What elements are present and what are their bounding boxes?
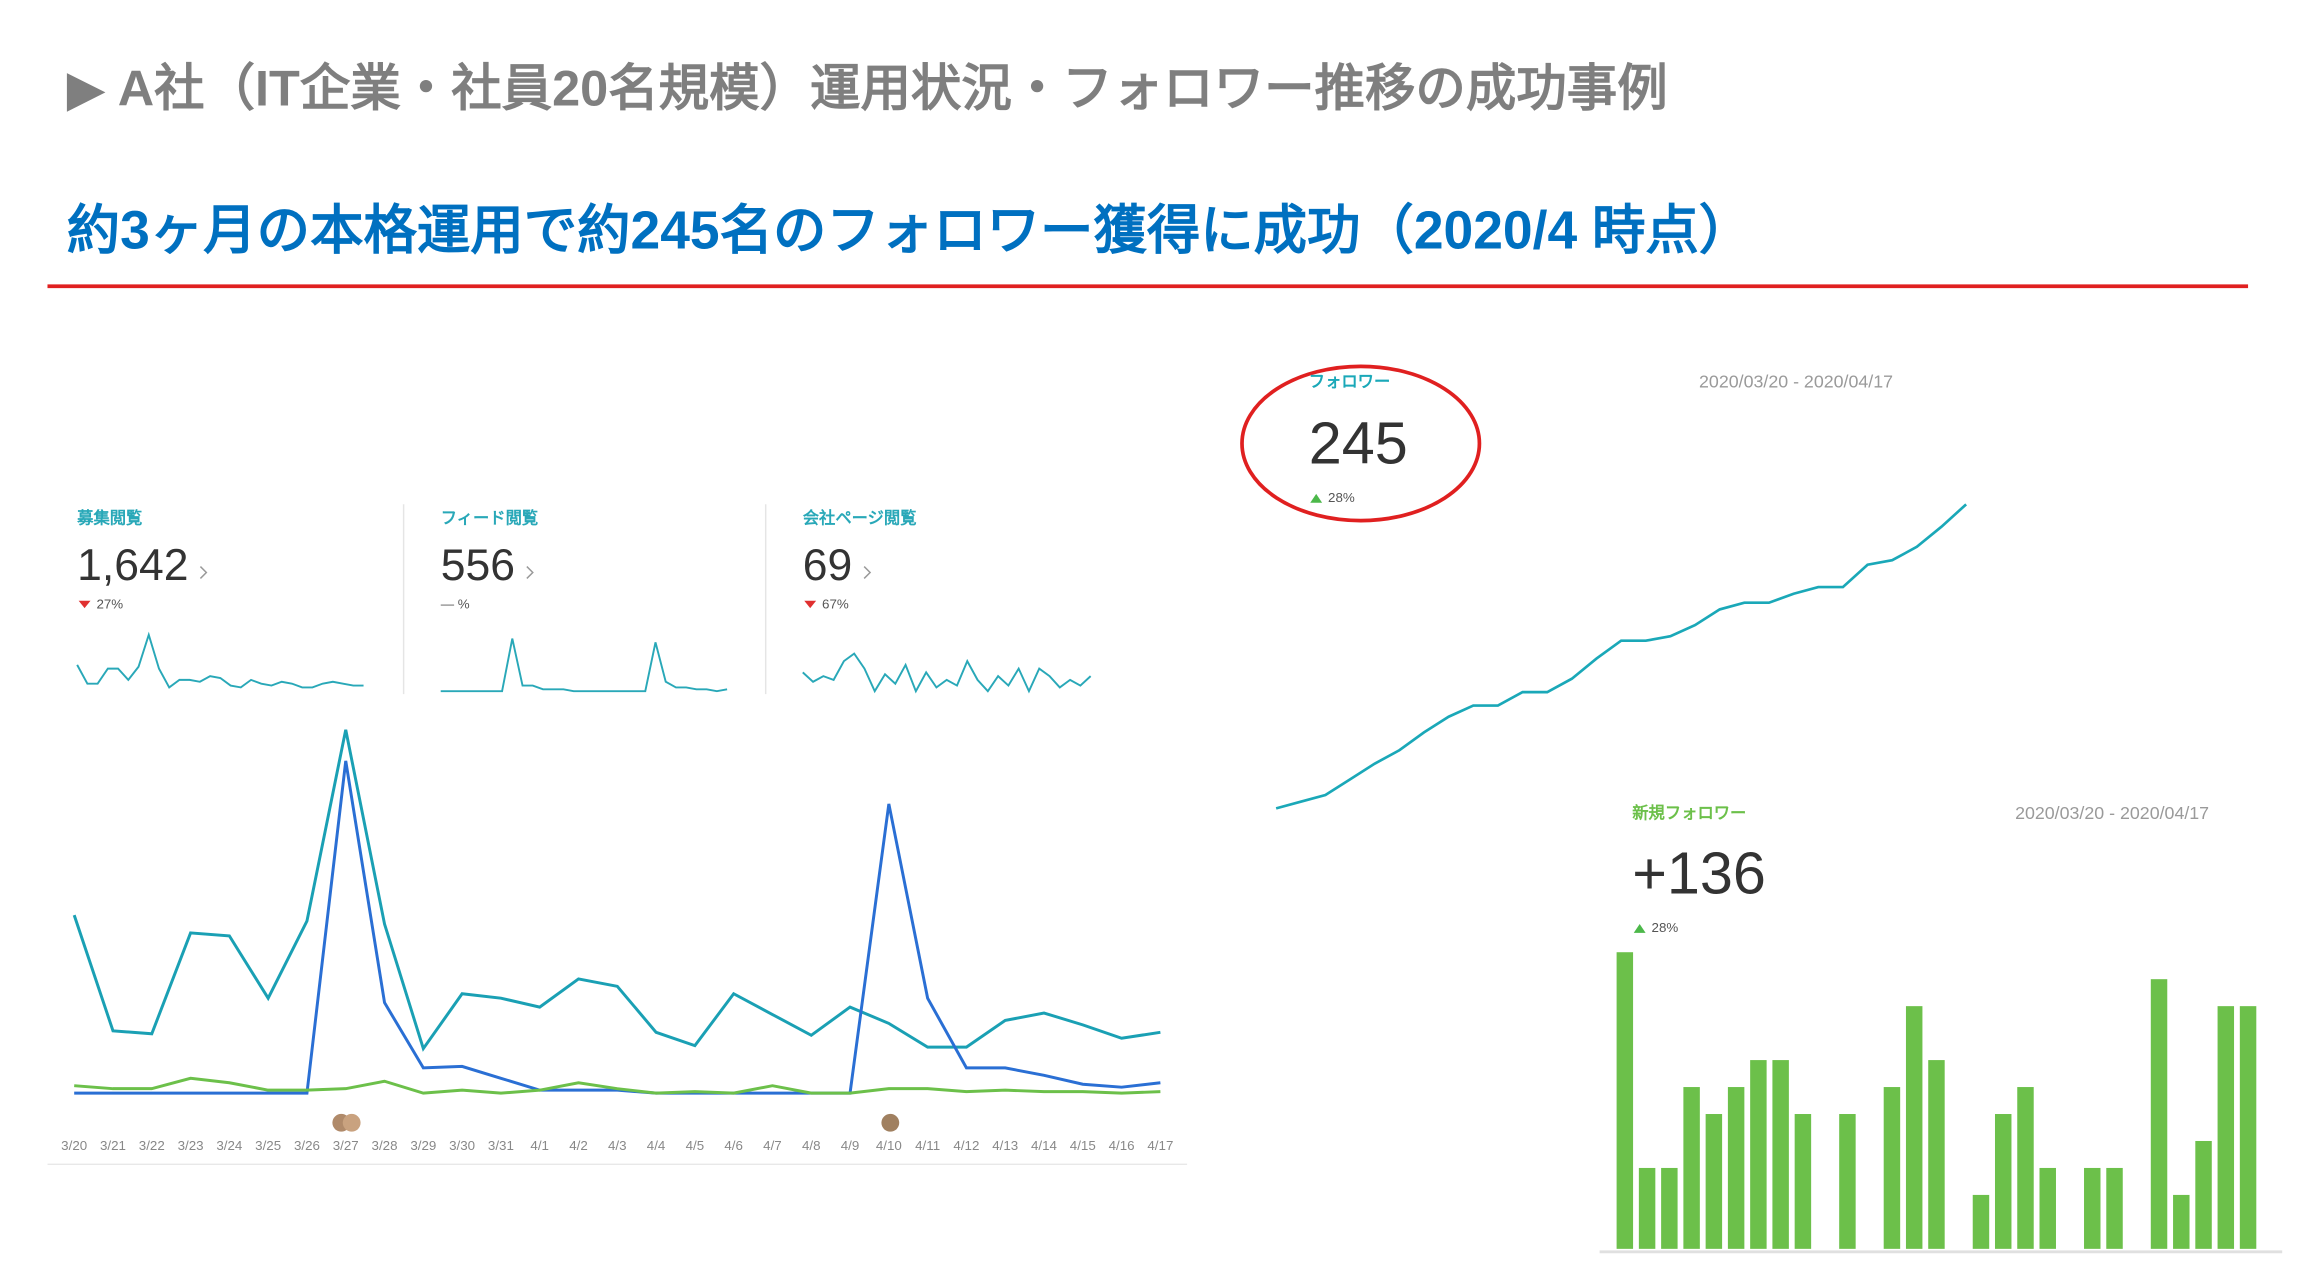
bar [2195,1140,2212,1249]
x-tick-label: 3/23 [178,1138,204,1153]
x-tick-label: 4/3 [608,1138,627,1153]
line [802,652,1092,694]
x-tick-label: 3/29 [410,1138,436,1153]
bar [2084,1167,2101,1249]
slide-title: ▶ A社（IT企業・社員20名規模）運用状況・フォロワー推移の成功事例 [67,59,1668,116]
x-tick-label: 4/10 [876,1138,902,1153]
change-percent: — % [441,597,470,612]
x-tick-label: 4/6 [724,1138,743,1153]
metric-value: 245 [1309,410,1408,477]
bar [2173,1194,2190,1249]
bar [1638,1167,1656,1249]
bar [1705,1114,1723,1249]
x-tick-label: 4/4 [647,1138,666,1153]
change-percent: 27% [96,597,123,612]
chevron [863,566,872,579]
bar [1994,1114,2012,1249]
x-tick-label: 3/28 [372,1138,398,1153]
bar [1928,1060,1945,1249]
bar [2039,1167,2056,1249]
trend-up [1310,493,1323,503]
metric-value: 556 [441,541,515,590]
line [440,638,728,693]
chevron [526,566,534,579]
bar [1839,1114,1856,1249]
date-range: 2020/03/20 - 2020/04/17 [2015,803,2209,823]
chevron [199,566,208,579]
highlight-circle [1240,364,1482,523]
x-tick-label: 4/9 [841,1138,860,1153]
card-title: フォロワー [1309,373,1391,391]
change-percent: 67% [822,597,849,612]
x-tick-label: 3/20 [61,1138,87,1153]
x-tick-label: 4/17 [1147,1138,1173,1153]
bar [2217,1006,2235,1249]
x-tick-label: 4/13 [992,1138,1018,1153]
x-tick-label: 3/27 [333,1138,359,1153]
line [74,1076,1161,1095]
x-tick-label: 4/1 [530,1138,549,1153]
bar [1905,1006,1923,1249]
bar [1750,1060,1767,1249]
x-tick-label: 3/21 [100,1138,126,1153]
card-title: 会社ページ閲覧 [803,508,917,527]
bar [1972,1194,1990,1249]
avatar [881,1113,900,1132]
bar [1616,952,1634,1249]
x-tick-label: 3/22 [139,1138,165,1153]
metric-value: +136 [1632,840,1766,907]
bar [1794,1114,1812,1249]
bar [2239,1006,2257,1249]
line [74,760,1161,1095]
bar [1772,1060,1789,1249]
bar [2150,979,2168,1249]
bar [2017,1087,2034,1249]
x-tick-label: 3/25 [255,1138,281,1153]
x-tick-label: 3/26 [294,1138,320,1153]
change-percent: 28% [1652,920,1679,935]
bar [1683,1087,1700,1249]
card-title: フィード閲覧 [441,508,538,527]
line [76,631,364,689]
line [1275,503,1968,810]
x-tick-label: 3/30 [449,1138,475,1153]
x-tick-label: 4/7 [763,1138,782,1153]
x-tick-label: 3/31 [488,1138,514,1153]
trend-down [804,600,817,609]
x-tick-label: 4/16 [1109,1138,1135,1153]
card-title: 募集閲覧 [76,508,142,527]
x-tick-label: 4/5 [686,1138,705,1153]
x-tick-label: 4/2 [569,1138,588,1153]
x-tick-label: 4/12 [953,1138,979,1153]
trend-up [1633,924,1646,933]
line [72,729,1161,1052]
bar [1661,1167,1678,1249]
headline: 約3ヶ月の本格運用で約245名のフォロワー獲得に成功（2020/4 時点） [67,200,1752,260]
x-tick-label: 4/8 [802,1138,821,1153]
date-range: 2020/03/20 - 2020/04/17 [1699,371,1893,391]
x-tick-label: 3/24 [216,1138,243,1153]
metric-value: 1,642 [77,541,188,590]
x-tick-label: 4/14 [1031,1138,1058,1153]
trend-down [78,600,91,609]
card-title: 新規フォロワー [1632,804,1746,823]
bar [1727,1087,1745,1249]
bar [2106,1167,2123,1249]
avatar [342,1113,361,1132]
bar [1883,1087,1901,1249]
x-tick-label: 4/15 [1070,1138,1096,1153]
x-tick-label: 4/11 [915,1138,940,1153]
metric-value: 69 [803,541,853,590]
change-percent: 28% [1328,490,1355,505]
